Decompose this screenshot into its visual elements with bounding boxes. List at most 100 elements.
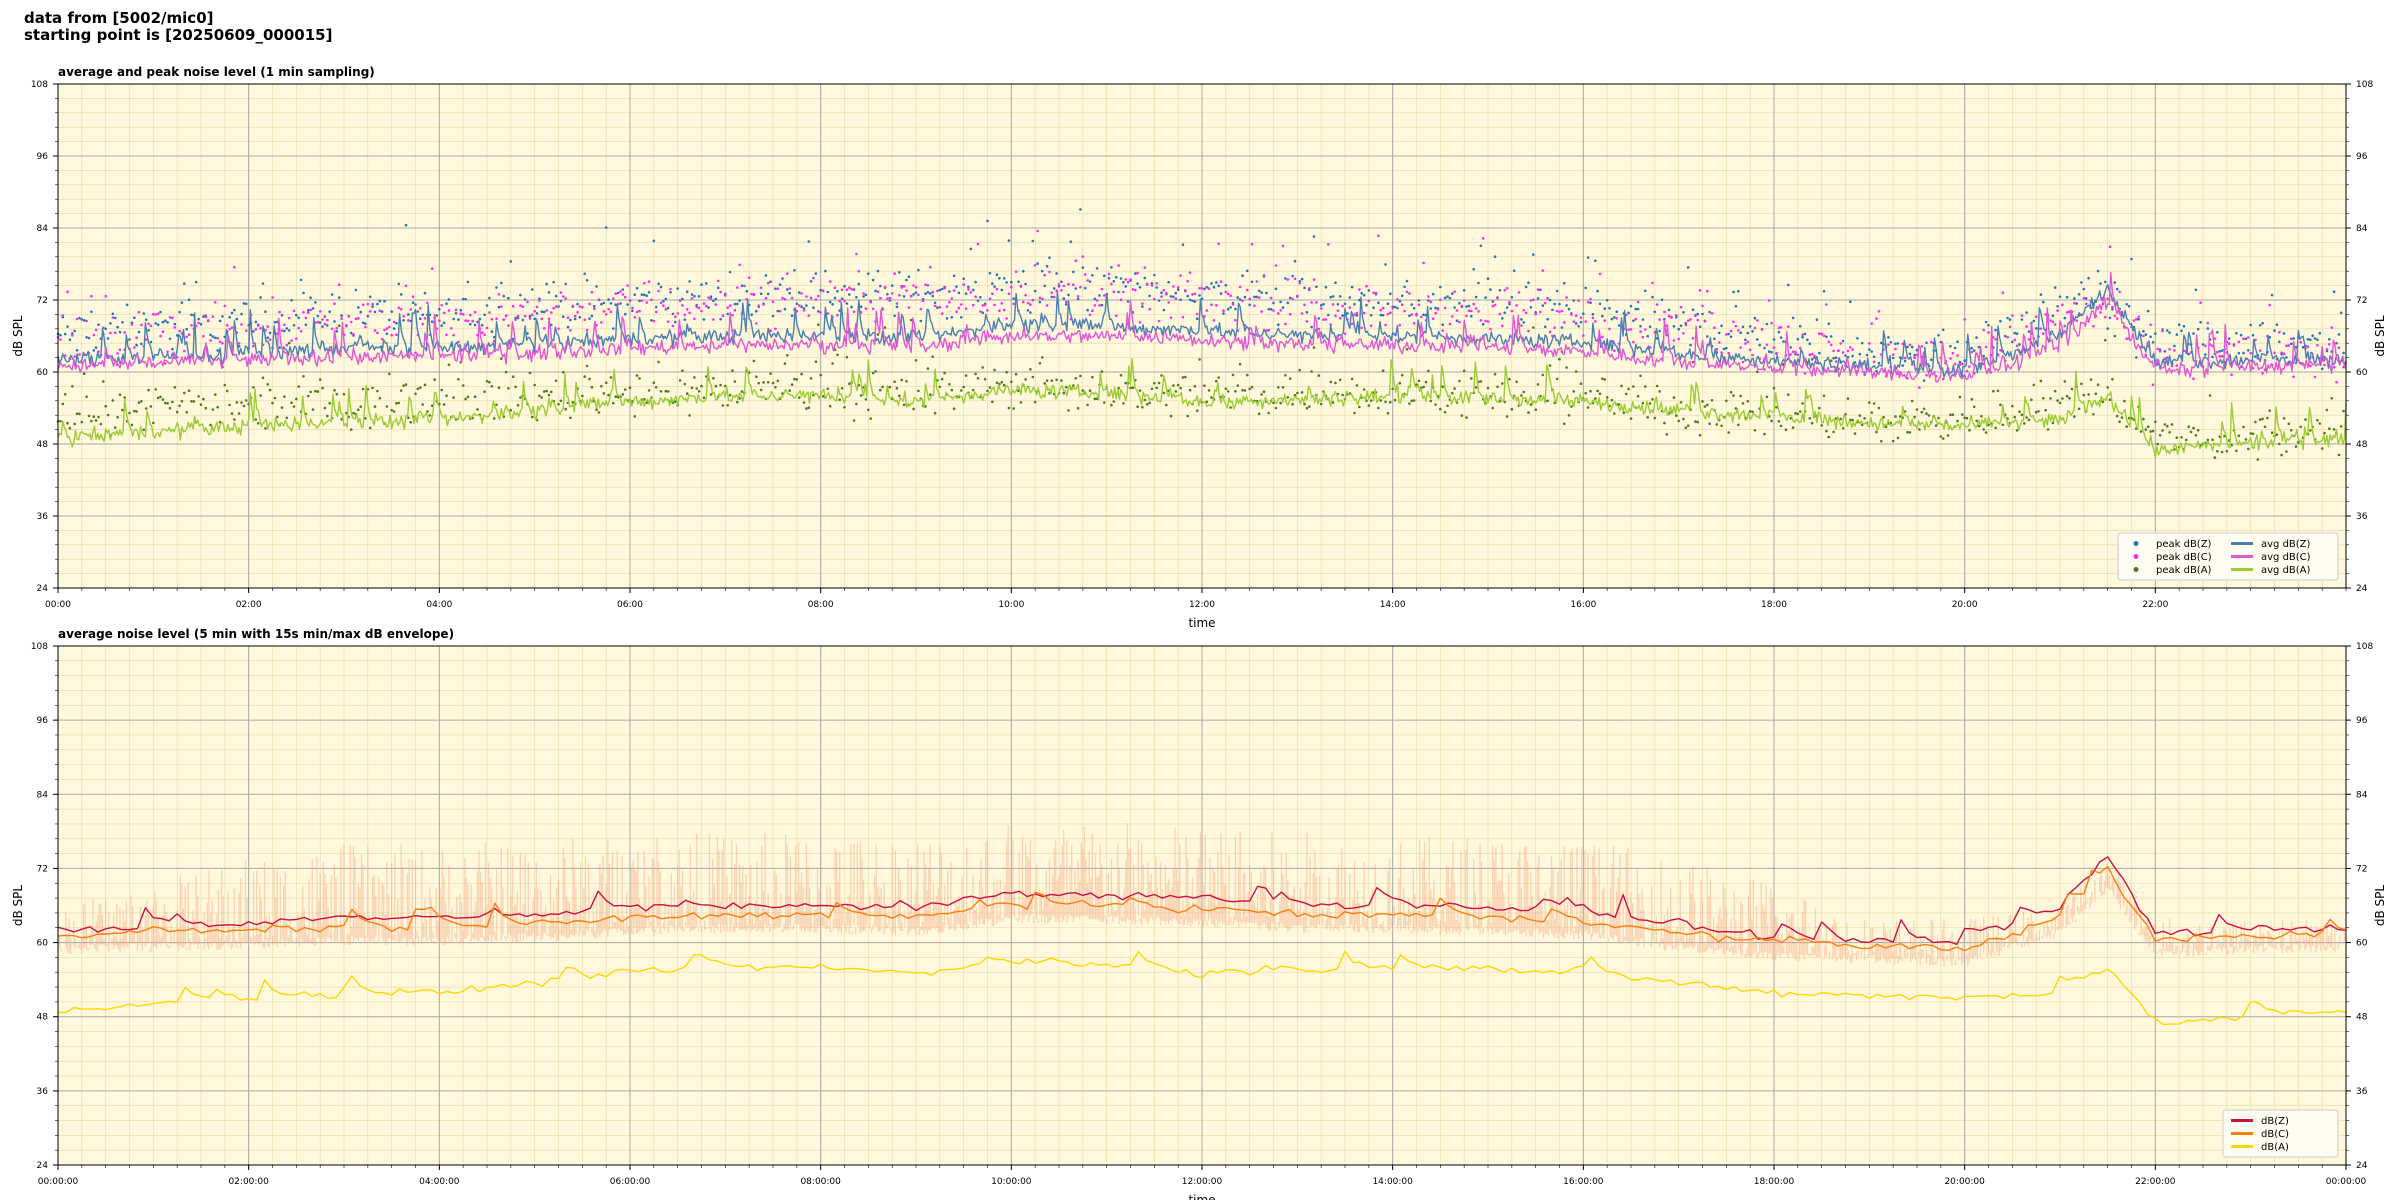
scatter-point [1236, 384, 1240, 387]
scatter-point [1982, 328, 1985, 332]
scatter-point [1441, 323, 1444, 327]
scatter-point [1134, 288, 1137, 292]
scatter-point [1710, 312, 1714, 315]
scatter-point [1644, 328, 1647, 331]
scatter-point [1477, 310, 1480, 313]
scatter-point [466, 395, 470, 399]
scatter-point [521, 318, 525, 322]
scatter-point [631, 306, 634, 310]
scatter-point [397, 401, 401, 405]
scatter-point [516, 314, 520, 318]
scatter-point [2247, 447, 2250, 451]
scatter-point [638, 377, 641, 380]
scatter-point [1827, 322, 1831, 326]
scatter-point [1901, 364, 1904, 367]
scatter-point [485, 379, 489, 383]
scatter-point [604, 381, 608, 385]
scatter-point [1579, 316, 1583, 320]
scatter-point [404, 223, 408, 227]
scatter-point [1787, 325, 1790, 328]
scatter-point [414, 303, 417, 306]
scatter-point [1462, 299, 1466, 302]
scatter-point [1844, 354, 1847, 357]
scatter-point [814, 298, 818, 301]
scatter-point [1191, 293, 1194, 296]
scatter-point [2142, 417, 2145, 421]
scatter-point [1076, 295, 1080, 298]
scatter-point [1091, 274, 1094, 277]
scatter-point [452, 396, 455, 399]
scatter-point [1727, 332, 1730, 336]
scatter-point [2285, 344, 2288, 348]
scatter-point [538, 297, 541, 301]
scatter-point [1968, 429, 1971, 432]
scatter-point [666, 306, 670, 310]
scatter-point [2096, 383, 2100, 387]
scatter-point [2244, 438, 2248, 441]
scatter-point [1677, 419, 1680, 423]
scatter-point [988, 297, 992, 301]
scatter-point [2108, 245, 2112, 249]
scatter-point [1813, 354, 1816, 358]
header-data-source: data from [5002/mic0] [24, 9, 214, 27]
scatter-point [125, 303, 129, 307]
scatter-point [2118, 420, 2121, 424]
scatter-point [1129, 278, 1132, 281]
x-axis-label: time [1188, 616, 1215, 630]
scatter-point [993, 368, 996, 372]
scatter-point [1114, 314, 1118, 318]
scatter-point [335, 326, 339, 330]
scatter-point [1732, 290, 1735, 294]
scatter-point [1226, 390, 1230, 393]
scatter-point [1398, 381, 1402, 385]
scatter-point [1772, 346, 1776, 349]
scatter-point [423, 291, 427, 295]
scatter-point [1479, 319, 1483, 322]
scatter-point [2080, 281, 2083, 284]
scatter-point [2220, 354, 2224, 358]
scatter-point [1753, 429, 1757, 432]
scatter-point [883, 285, 887, 289]
scatter-point [924, 405, 927, 408]
scatter-point [469, 313, 472, 317]
scatter-point [1291, 274, 1294, 278]
scatter-point [2142, 334, 2145, 338]
scatter-point [1050, 379, 1054, 383]
scatter-point [130, 323, 134, 326]
scatter-point [2339, 311, 2343, 315]
scatter-point [1248, 303, 1251, 307]
scatter-point [1429, 307, 1433, 310]
scatter-point [445, 302, 448, 306]
scatter-point [1663, 310, 1666, 314]
scatter-point [2099, 311, 2102, 314]
scatter-point [2242, 425, 2245, 429]
scatter-point [1827, 435, 1831, 439]
scatter-point [2201, 343, 2205, 346]
scatter-point [85, 395, 88, 399]
scatter-point [2020, 318, 2024, 321]
scatter-point [1193, 300, 1197, 303]
scatter-point [1172, 285, 1175, 288]
scatter-point [2042, 300, 2045, 304]
scatter-point [492, 335, 496, 339]
scatter-point [1157, 299, 1161, 302]
scatter-point [2292, 375, 2295, 379]
scatter-point [1465, 305, 1468, 308]
scatter-point [318, 321, 322, 324]
scatter-point [1462, 369, 1466, 373]
scatter-point [1012, 407, 1015, 410]
scatter-point [826, 387, 830, 391]
scatter-point [1684, 323, 1688, 327]
scatter-point [581, 306, 584, 309]
scatter-point [166, 350, 169, 354]
scatter-point [2256, 458, 2260, 461]
scatter-point [2323, 431, 2326, 435]
scatter-point [1706, 289, 1709, 293]
scatter-point [1534, 311, 1537, 314]
scatter-point [2266, 416, 2269, 420]
scatter-point [1941, 437, 1945, 440]
scatter-point [948, 290, 951, 293]
scatter-point [1048, 270, 1051, 274]
scatter-point [635, 374, 639, 377]
scatter-point [576, 310, 579, 314]
